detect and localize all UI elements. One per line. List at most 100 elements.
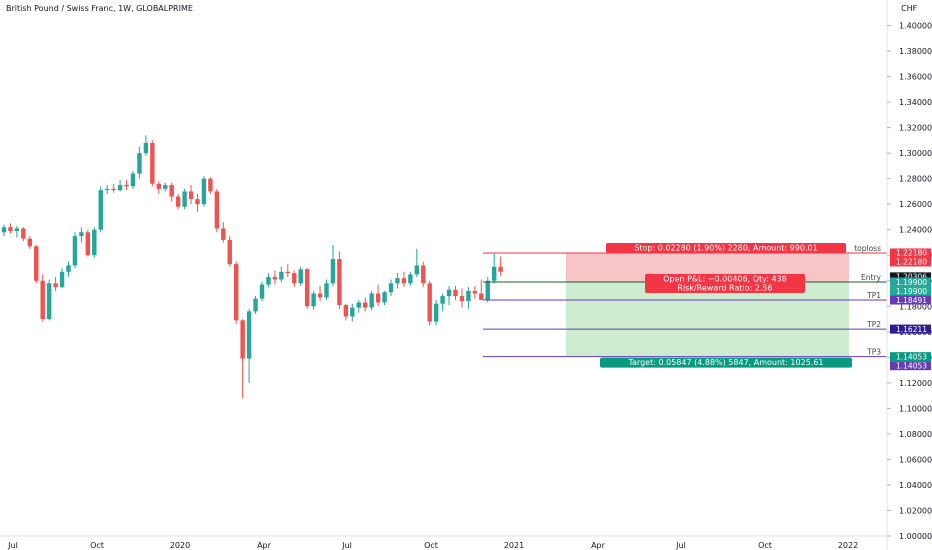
candle-body <box>105 188 110 191</box>
candle-body <box>124 185 129 187</box>
candle-body <box>330 259 336 284</box>
candle-body <box>304 269 310 307</box>
time-tick-label: Apr <box>591 541 606 550</box>
price-tags: 1.221801.221801.203061.199001.199001.184… <box>890 248 931 370</box>
candle-body <box>53 283 58 288</box>
candle-body <box>440 296 445 304</box>
time-tick-label: Apr <box>257 541 272 550</box>
candles <box>1 135 503 399</box>
price-tick-label: 1.00000 <box>899 532 932 541</box>
candle-body <box>163 185 168 189</box>
candle-body <box>337 259 342 306</box>
candle-body <box>214 191 220 229</box>
candle-body <box>201 178 207 205</box>
candle-body <box>408 274 413 284</box>
target-info-text: Target: 0.05847 (4.88%) 5847, Amount: 10… <box>627 358 823 367</box>
price-tick-label: 1.40000 <box>899 22 932 31</box>
candle-body <box>266 276 271 285</box>
candle-body <box>27 238 32 247</box>
candle-body <box>66 265 71 272</box>
candle-body <box>324 283 329 298</box>
candle-body <box>8 227 13 231</box>
time-tick-label: Jul <box>7 541 18 550</box>
candle-body <box>485 280 490 300</box>
price-tick-label: 1.04000 <box>899 481 932 490</box>
candle-body <box>143 142 149 154</box>
price-tick-label: 1.38000 <box>899 47 932 56</box>
price-tag <box>890 324 931 334</box>
tp2-line-label: TP2 <box>866 320 881 329</box>
price-tag-text: 1.20306 <box>896 273 927 282</box>
price-tick-label: 1.12000 <box>899 379 932 388</box>
candle-body <box>188 191 194 200</box>
price-tick-label: 1.30000 <box>899 149 932 158</box>
candle-body <box>253 298 258 312</box>
candle-body <box>259 284 265 299</box>
candle-body <box>317 293 323 298</box>
price-tick-label: 1.26000 <box>899 200 932 209</box>
time-tick-label: Oct <box>758 541 772 550</box>
price-tag <box>890 295 931 305</box>
stoploss-line-label: toploss <box>854 244 881 253</box>
price-tick-label: 1.24000 <box>899 226 932 235</box>
candle-body <box>208 178 213 192</box>
target-info-box <box>600 357 852 368</box>
candle-body <box>150 142 155 184</box>
time-tick-label: Oct <box>90 541 104 550</box>
stop-info-text: Stop: 0.02280 (1.90%) 2280, Amount: 990.… <box>634 243 817 252</box>
candle-body <box>246 311 252 359</box>
tp1-line-label: TP1 <box>866 291 881 300</box>
tp3-line-label: TP3 <box>866 348 881 357</box>
candle-body <box>453 289 458 297</box>
candle-body <box>459 296 465 302</box>
time-tick-label: Jul <box>341 541 352 550</box>
price-tick-label: 1.34000 <box>899 98 932 107</box>
candle-body <box>421 265 426 284</box>
candle-body <box>34 246 39 281</box>
candle-body <box>98 190 103 230</box>
candle-body <box>221 228 226 240</box>
time-tick-label: 2021 <box>504 541 524 550</box>
candle-body <box>285 271 290 274</box>
time-tick-label: Oct <box>424 541 438 550</box>
candle-body <box>175 196 181 207</box>
price-tag <box>890 361 931 371</box>
candle-body <box>343 305 349 317</box>
candle-body <box>375 293 381 303</box>
candle-body <box>1 227 7 233</box>
candle-body <box>14 228 20 231</box>
candle-body <box>401 278 407 284</box>
candle-body <box>92 229 97 256</box>
price-tag <box>890 286 931 296</box>
price-tick-label: 1.32000 <box>899 124 932 133</box>
time-axis[interactable]: Jul Oct 2020 Apr Jul Oct 2021 Apr Jul Oct 2022 <box>7 541 858 550</box>
price-tick-label: 1.10000 <box>899 404 932 413</box>
price-tick-label: 1.08000 <box>899 430 932 439</box>
candle-body <box>227 239 232 265</box>
candle-body <box>40 280 45 320</box>
time-tick-label: 2022 <box>838 541 858 550</box>
price-tag <box>890 277 931 287</box>
price-tick-label: 1.36000 <box>899 73 932 82</box>
stop-info-box <box>606 242 846 253</box>
position-info-boxes: Stop: 0.02280 (1.90%) 2280, Amount: 990.… <box>600 242 852 368</box>
price-tag-text: 1.22180 <box>896 258 927 267</box>
price-tag <box>890 257 931 267</box>
price-tag-text: 1.14053 <box>896 361 927 370</box>
candle-body <box>466 290 471 302</box>
price-tick-label: 1.02000 <box>899 506 932 515</box>
candle-body <box>156 183 161 189</box>
candle-body <box>356 302 361 308</box>
candle-body <box>137 153 142 174</box>
price-tag <box>890 248 931 258</box>
price-tag-text: 1.19900 <box>896 278 927 287</box>
price-tag-text: 1.14053 <box>896 352 927 361</box>
target-zone <box>566 282 849 357</box>
candle-body <box>427 283 432 322</box>
price-tick-label: 1.06000 <box>899 455 932 464</box>
currency-label: CHF <box>901 4 918 13</box>
price-tag-text: 1.22180 <box>896 249 927 258</box>
candle-body <box>234 264 239 321</box>
